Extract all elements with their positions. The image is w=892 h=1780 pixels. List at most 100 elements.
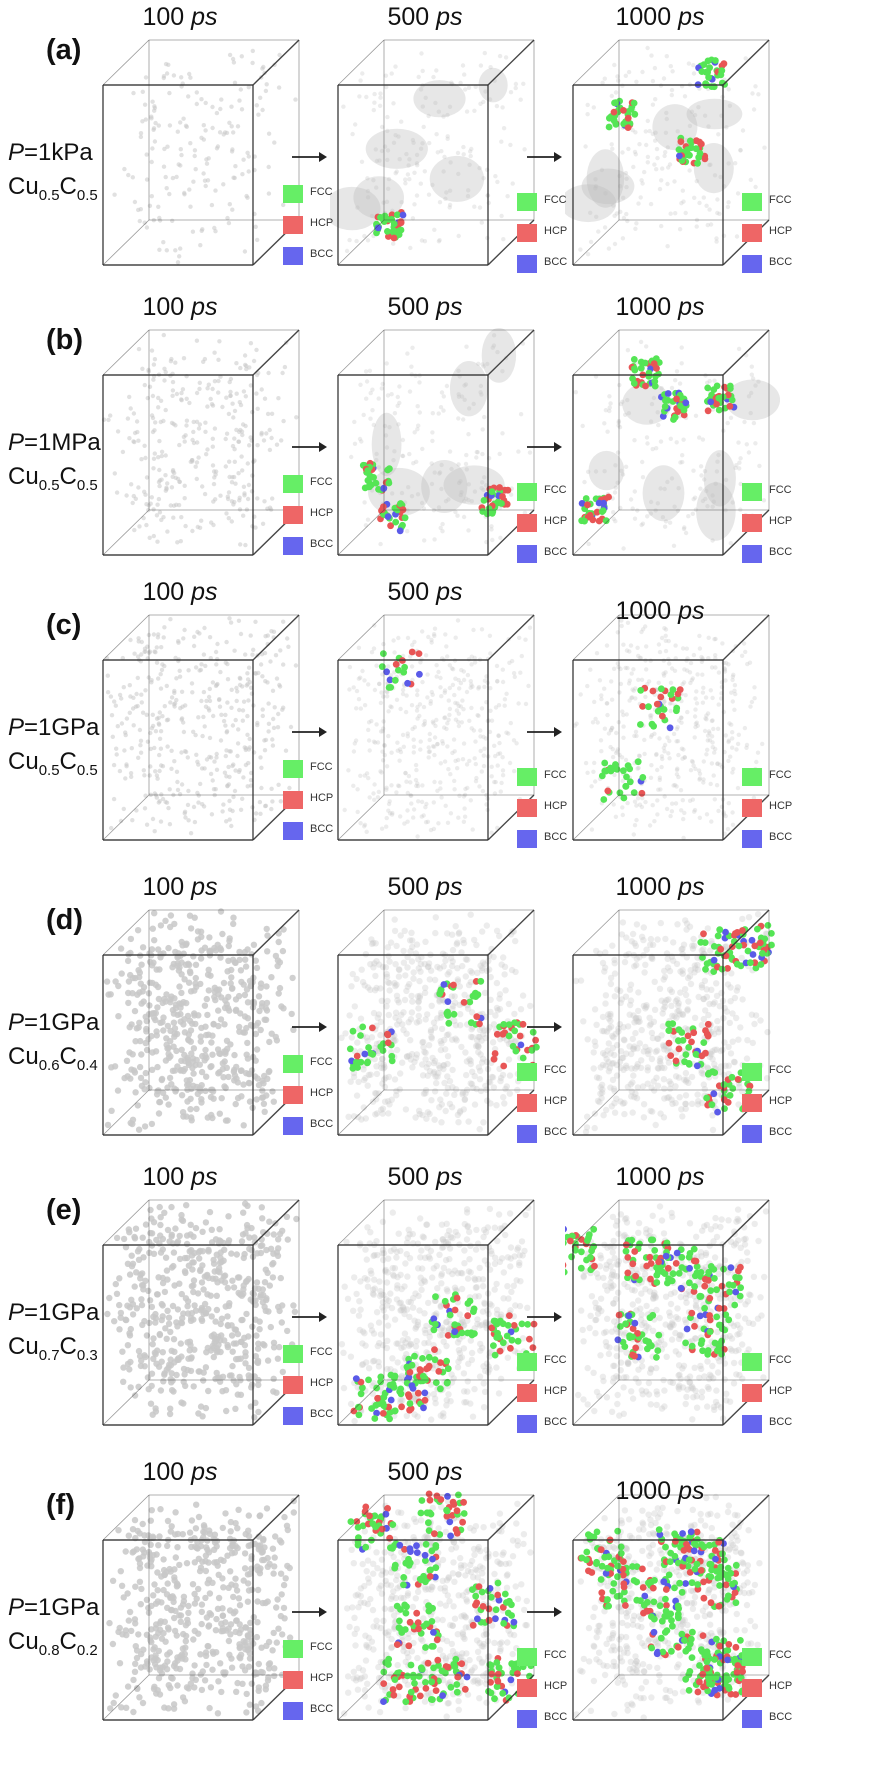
c-symbol: C: [59, 463, 77, 490]
legend-item: HCP: [283, 213, 343, 244]
c-symbol: C: [59, 748, 77, 775]
c-symbol: C: [59, 173, 77, 200]
time-value: 100: [142, 3, 185, 31]
simulation-cube: [565, 1199, 770, 1426]
legend-label: BCC: [310, 538, 334, 550]
legend-item: BCC: [283, 244, 343, 275]
legend-swatch: [742, 1679, 762, 1697]
legend-item: BCC: [283, 1404, 343, 1435]
legend-item: HCP: [742, 796, 802, 827]
legend-label: BCC: [310, 1703, 334, 1715]
legend-item: FCC: [517, 480, 577, 511]
simulation-cube: [337, 1490, 537, 1721]
time-label: 500 ps: [325, 3, 525, 32]
arrow-icon: [527, 152, 562, 162]
time-unit: ps: [191, 1458, 218, 1486]
pressure-label: P=1GPa: [8, 711, 99, 745]
time-unit: ps: [436, 3, 463, 31]
pressure-symbol: P: [8, 714, 25, 741]
legend-item: FCC: [517, 190, 577, 221]
legend-item: FCC: [517, 765, 577, 796]
legend-item: HCP: [283, 1668, 343, 1699]
time-value: 100: [142, 1163, 185, 1191]
legend-swatch: [283, 822, 303, 840]
time-unit: ps: [678, 3, 705, 31]
c-subscript: 0.5: [76, 761, 98, 779]
legend-item: FCC: [742, 1060, 802, 1091]
structure-legend: FCC HCP BCC: [517, 765, 577, 858]
legend-item: FCC: [283, 1637, 343, 1668]
structure-legend: FCC HCP BCC: [517, 1350, 577, 1443]
legend-item: BCC: [742, 542, 802, 573]
legend-item: BCC: [517, 1122, 577, 1153]
legend-label: FCC: [310, 1056, 333, 1068]
legend-item: HCP: [742, 1381, 802, 1412]
cu-subscript: 0.5: [38, 476, 60, 494]
time-value: 100: [142, 873, 185, 901]
legend-swatch: [517, 768, 537, 786]
legend-item: FCC: [742, 1350, 802, 1381]
pressure-label: P=1GPa: [8, 1006, 99, 1040]
legend-swatch: [517, 1710, 537, 1728]
time-value: 100: [142, 293, 185, 321]
time-unit: ps: [678, 597, 705, 625]
legend-label: FCC: [310, 761, 333, 773]
legend-item: FCC: [283, 1052, 343, 1083]
legend-swatch: [517, 1125, 537, 1143]
time-label: 100 ps: [80, 293, 280, 322]
legend-label: BCC: [769, 1416, 793, 1428]
simulation-cube: [102, 1494, 300, 1721]
cu-symbol: Cu: [8, 1628, 39, 1655]
legend-swatch: [283, 1055, 303, 1073]
legend-swatch: [517, 1415, 537, 1433]
cu-symbol: Cu: [8, 173, 39, 200]
legend-swatch: [742, 799, 762, 817]
arrow-icon: [527, 1607, 562, 1617]
cu-subscript: 0.7: [38, 1346, 60, 1364]
legend-label: BCC: [769, 256, 793, 268]
legend-item: FCC: [742, 480, 802, 511]
c-symbol: C: [59, 1628, 77, 1655]
arrow-icon: [292, 1607, 327, 1617]
legend-item: HCP: [517, 1091, 577, 1122]
pressure-label: P=1GPa: [8, 1591, 99, 1625]
pressure-label: P=1GPa: [8, 1296, 99, 1330]
c-subscript: 0.3: [76, 1346, 98, 1364]
time-unit: ps: [191, 578, 218, 606]
legend-label: HCP: [544, 800, 568, 812]
legend-swatch: [283, 791, 303, 809]
legend-swatch: [517, 1648, 537, 1666]
panel-f: (f) 100 ps 500 ps 1000 ps P=1GPa Cu0.8C0.2 FCC…: [0, 1455, 892, 1750]
time-unit: ps: [436, 873, 463, 901]
legend-label: HCP: [310, 1087, 334, 1099]
time-value: 1000: [615, 3, 672, 31]
legend-swatch: [283, 247, 303, 265]
legend-label: HCP: [310, 1672, 334, 1684]
legend-swatch: [742, 1353, 762, 1371]
legend-label: FCC: [769, 1649, 792, 1661]
time-value: 1000: [615, 597, 672, 625]
c-subscript: 0.4: [76, 1056, 98, 1074]
legend-item: FCC: [742, 765, 802, 796]
time-label: 1000 ps: [560, 3, 760, 32]
legend-label: HCP: [544, 1385, 568, 1397]
pressure-value: =1GPa: [24, 714, 100, 741]
legend-label: HCP: [544, 225, 568, 237]
legend-swatch: [283, 475, 303, 493]
simulation-cube: [102, 39, 300, 266]
c-symbol: C: [59, 1043, 77, 1070]
legend-swatch: [742, 545, 762, 563]
legend-swatch: [283, 1640, 303, 1658]
structure-legend: FCC HCP BCC: [742, 765, 802, 858]
legend-item: HCP: [517, 796, 577, 827]
structure-legend: FCC HCP BCC: [742, 190, 802, 283]
simulation-cube: [337, 328, 535, 556]
legend-swatch: [742, 514, 762, 532]
time-value: 1000: [615, 293, 672, 321]
legend-label: HCP: [769, 225, 793, 237]
legend-swatch: [742, 1710, 762, 1728]
legend-swatch: [283, 185, 303, 203]
legend-item: HCP: [517, 511, 577, 542]
legend-swatch: [742, 193, 762, 211]
legend-label: FCC: [544, 769, 567, 781]
